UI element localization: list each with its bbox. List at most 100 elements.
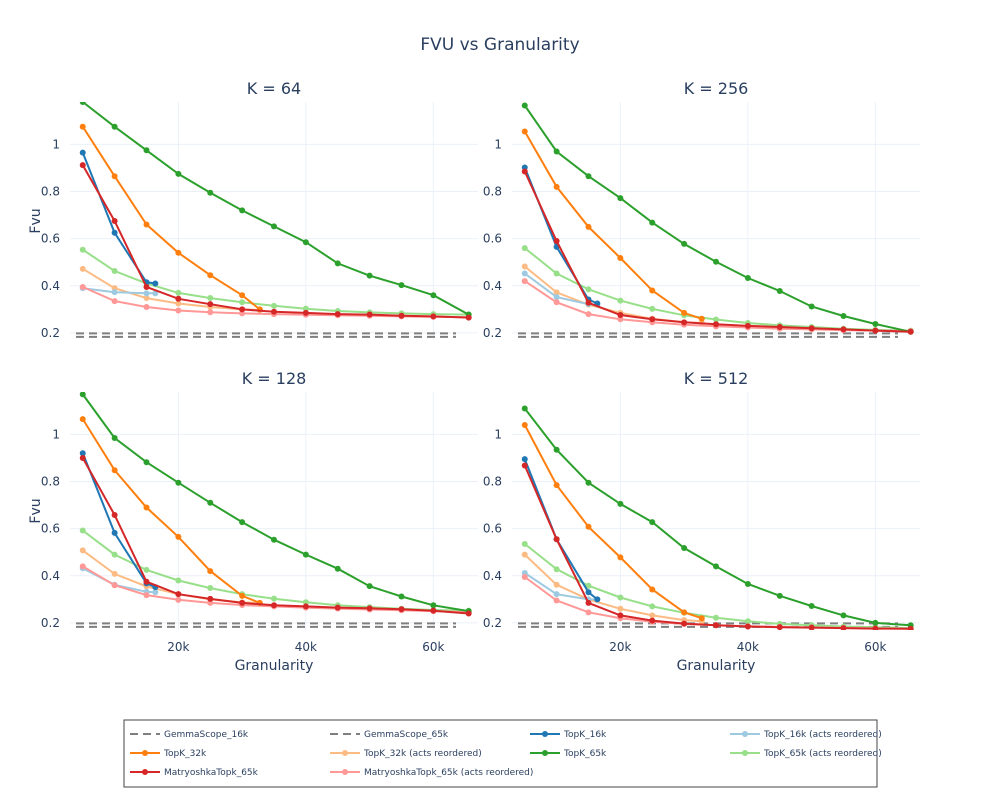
- legend-label: TopK_65k (acts reordered): [763, 749, 882, 759]
- point-topk-16k-acts-reordered: [553, 591, 560, 598]
- plot-area: [76, 392, 472, 628]
- y-tick-label: 1: [494, 137, 502, 151]
- point-topk-16k: [79, 149, 86, 156]
- point-matryoshkatopk-65k: [366, 605, 373, 612]
- point-matryoshkatopk-65k: [79, 454, 86, 461]
- point-matryoshkatopk-65k: [111, 512, 118, 519]
- legend-marker: [742, 731, 748, 737]
- legend-label: TopK_16k: [563, 730, 607, 740]
- point-matryoshkatopk-65k: [302, 309, 309, 316]
- point-topk-65k: [207, 189, 214, 196]
- point-topk-32k: [521, 421, 528, 428]
- point-matryoshkatopk-65k-acts-reordered: [175, 307, 182, 314]
- legend-item-gemmascope-16k[interactable]: GemmaScope_16k: [130, 730, 249, 740]
- legend-label: GemmaScope_65k: [364, 730, 449, 740]
- y-tick-label: 0.2: [41, 326, 60, 340]
- point-topk-32k: [79, 123, 86, 130]
- point-topk-32k-acts-reordered: [143, 295, 150, 302]
- x-axis-title: Granularity: [677, 658, 756, 674]
- point-matryoshkatopk-65k-acts-reordered: [175, 596, 182, 603]
- y-tick-label: 0.4: [483, 279, 502, 293]
- point-matryoshkatopk-65k-acts-reordered: [79, 283, 86, 290]
- point-matryoshkatopk-65k-acts-reordered: [617, 316, 624, 323]
- point-matryoshkatopk-65k: [239, 599, 246, 606]
- point-topk-65k: [649, 519, 656, 526]
- x-tick-label: 20k: [609, 640, 631, 654]
- chart-title: FVU vs Granularity: [420, 35, 579, 55]
- legend-label: TopK_32k (acts reordered): [363, 749, 482, 759]
- point-topk-65k: [713, 563, 719, 570]
- point-topk-32k: [175, 533, 182, 540]
- point-topk-65k-acts-reordered: [207, 295, 214, 302]
- point-matryoshkatopk-65k: [465, 610, 472, 617]
- y-tick-label: 0.8: [483, 185, 502, 199]
- point-topk-65k: [840, 312, 847, 319]
- point-topk-32k: [649, 287, 656, 294]
- series-line-topk-16k: [523, 458, 598, 601]
- point-topk-65k-acts-reordered: [553, 566, 560, 573]
- point-topk-32k: [143, 504, 150, 511]
- point-matryoshkatopk-65k: [808, 325, 815, 332]
- point-topk-32k-acts-reordered: [617, 605, 624, 612]
- point-topk-32k: [681, 609, 688, 616]
- subplot-title: K = 64: [247, 79, 301, 98]
- legend-item-matryoshkatopk-65k[interactable]: MatryoshkaTopk_65k: [130, 768, 259, 778]
- point-matryoshkatopk-65k-acts-reordered: [521, 573, 528, 580]
- point-topk-65k: [366, 272, 373, 279]
- legend-marker: [142, 769, 148, 775]
- series-line-matryoshkatopk-65k: [523, 171, 911, 333]
- point-topk-65k: [553, 446, 560, 453]
- point-topk-65k: [744, 581, 751, 588]
- point-topk-32k: [617, 254, 624, 261]
- point-topk-65k: [79, 392, 86, 398]
- point-topk-65k: [143, 459, 150, 466]
- point-topk-65k-acts-reordered: [302, 599, 309, 606]
- point-topk-65k-acts-reordered: [175, 289, 182, 296]
- plot-area: [76, 102, 472, 338]
- point-topk-16k: [152, 280, 159, 287]
- series-line-topk-32k-acts-reordered: [82, 549, 260, 604]
- y-axis-title: Fvu: [28, 498, 44, 523]
- y-axis-title: Fvu: [28, 208, 44, 233]
- legend-item-topk-65k[interactable]: TopK_65k: [530, 749, 607, 759]
- point-topk-16k-acts-reordered: [152, 589, 159, 596]
- legend-item-topk-16k[interactable]: TopK_16k: [530, 730, 607, 740]
- point-matryoshkatopk-65k: [521, 462, 528, 469]
- point-topk-32k: [207, 568, 214, 575]
- point-topk-65k: [239, 207, 246, 214]
- point-topk-32k-acts-reordered: [521, 263, 528, 270]
- legend-item-topk-32k-acts-reordered[interactable]: TopK_32k (acts reordered): [330, 749, 482, 759]
- point-matryoshkatopk-65k: [143, 283, 150, 290]
- point-topk-65k-acts-reordered: [79, 527, 86, 534]
- point-topk-65k: [111, 123, 118, 130]
- point-topk-65k: [808, 602, 815, 609]
- point-matryoshkatopk-65k: [398, 606, 405, 613]
- point-topk-65k: [808, 303, 815, 310]
- point-matryoshkatopk-65k-acts-reordered: [111, 298, 118, 305]
- point-topk-65k-acts-reordered: [207, 585, 214, 592]
- y-tick-label: 0.6: [41, 232, 60, 246]
- x-axis-title: Granularity: [235, 658, 314, 674]
- legend-item-topk-32k[interactable]: TopK_32k: [130, 749, 207, 759]
- point-matryoshkatopk-65k-acts-reordered: [553, 597, 560, 604]
- point-topk-65k-acts-reordered: [143, 566, 150, 573]
- legend-item-gemmascope-65k[interactable]: GemmaScope_65k: [330, 730, 449, 740]
- point-matryoshkatopk-65k: [681, 620, 688, 627]
- legend-item-matryoshkatopk-65k-acts-reordered[interactable]: MatryoshkaTopk_65k (acts reordered): [330, 768, 533, 778]
- series-line-topk-65k: [82, 102, 470, 316]
- y-tick-label: 0.2: [483, 616, 502, 630]
- point-matryoshkatopk-65k: [465, 314, 472, 321]
- point-topk-65k: [553, 148, 560, 155]
- point-topk-65k-acts-reordered: [585, 582, 592, 589]
- legend-label: TopK_16k (acts reordered): [763, 730, 882, 740]
- y-tick-label: 0.6: [483, 232, 502, 246]
- point-matryoshkatopk-65k: [366, 311, 373, 318]
- legend-item-topk-16k-acts-reordered[interactable]: TopK_16k (acts reordered): [730, 730, 882, 740]
- point-matryoshkatopk-65k: [585, 599, 592, 606]
- point-topk-65k: [649, 219, 656, 226]
- point-matryoshkatopk-65k: [649, 617, 656, 624]
- legend-marker: [542, 750, 548, 756]
- legend-item-topk-65k-acts-reordered[interactable]: TopK_65k (acts reordered): [730, 749, 882, 759]
- subplots: K = 64 0.2 0.4 0.6 0.8 1 Fvu K = 256 0.2 0.4 0.6 0.…: [28, 79, 920, 674]
- point-topk-32k: [143, 221, 150, 228]
